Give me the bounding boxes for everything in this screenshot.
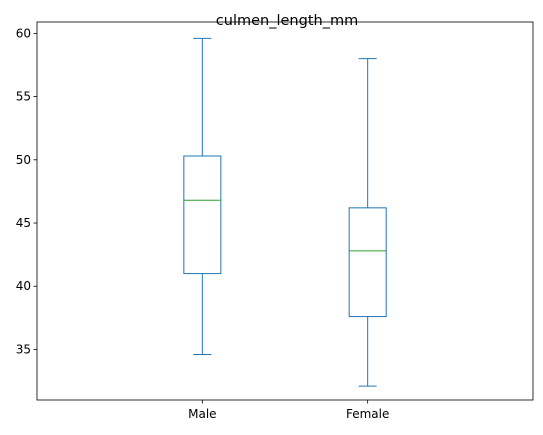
- y-axis: 35 40 45 50 55 60: [16, 26, 37, 356]
- plot-area: [36, 21, 534, 401]
- box-iqr: [348, 207, 387, 318]
- x-tick-label: Female: [346, 407, 389, 421]
- x-axis: Male Female: [188, 400, 389, 421]
- y-tick-label: 35: [16, 342, 31, 356]
- y-tick-label: 40: [16, 279, 31, 293]
- box-male: [183, 37, 222, 355]
- box-female: [348, 58, 387, 387]
- boxes: [183, 37, 387, 387]
- x-tick-label: Male: [188, 407, 216, 421]
- y-tick-label: 55: [16, 90, 31, 104]
- y-tick-label: 45: [16, 216, 31, 230]
- y-tick-label: 60: [16, 26, 31, 40]
- box-iqr: [183, 155, 222, 275]
- chart-title: culmen_length_mm: [216, 13, 358, 29]
- y-tick-label: 50: [16, 153, 31, 167]
